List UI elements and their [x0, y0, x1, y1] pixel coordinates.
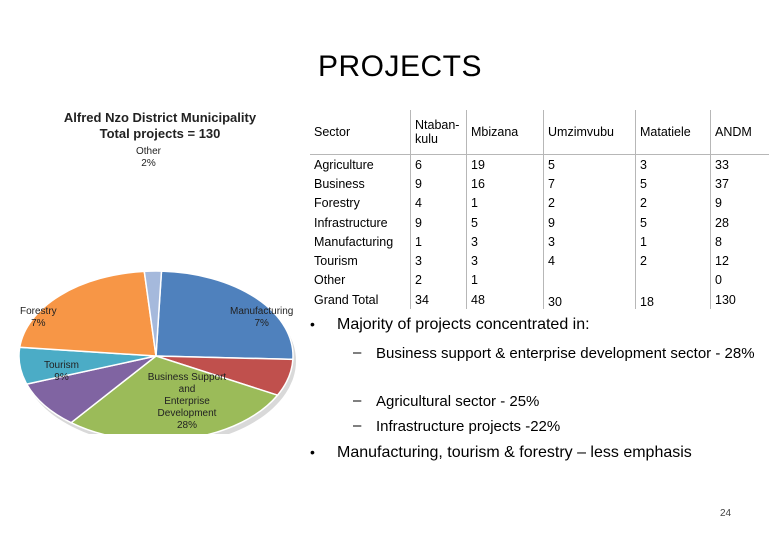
pie-chart-title: Alfred Nzo District Municipality Total p… — [40, 110, 280, 142]
pie-label-other: Other 2% — [136, 146, 162, 169]
table-row: Tourism 3 3 4 2 12 — [310, 251, 769, 271]
table-row: Other 2 1 0 — [310, 270, 769, 291]
dash-glyph: – — [353, 417, 362, 434]
pie-slice-agriculture — [155, 270, 294, 361]
pie-slice-business — [69, 355, 279, 434]
table-cell: 3 — [466, 251, 544, 271]
table-cell: 9 — [710, 193, 769, 213]
pie-title-line1: Alfred Nzo District Municipality — [63, 110, 257, 125]
pie-chart-svg — [18, 270, 296, 434]
sub-bullet-text: Business support & enterprise developmen… — [376, 345, 755, 362]
pie-label-business: Business Support and Enterprise Developm… — [147, 372, 227, 431]
table-cell: 3 — [543, 232, 636, 252]
table-cell: 48 — [466, 290, 544, 310]
sub-bullet-text: Infrastructure projects -22% — [376, 418, 561, 435]
table-cell: 3 — [635, 154, 711, 175]
pie-label-forestry: Forestry 7% — [20, 306, 57, 329]
table-row: Forestry 4 1 2 2 9 — [310, 193, 769, 213]
dash-glyph: – — [353, 392, 362, 409]
table-cell: 0 — [710, 270, 769, 291]
header-ntabankulu: Ntaban-kulu — [410, 110, 467, 155]
table-cell: 130 — [710, 290, 769, 310]
table-cell: 33 — [710, 154, 769, 175]
projects-table: Sector Ntaban-kulu Mbizana Umzimvubu Mat… — [310, 110, 769, 310]
table-header-row: Sector Ntaban-kulu Mbizana Umzimvubu Mat… — [310, 110, 769, 155]
table-cell: 37 — [710, 174, 769, 194]
table-cell: 5 — [635, 212, 711, 233]
table-cell: 12 — [710, 251, 769, 271]
table-cell: 9 — [410, 212, 467, 233]
table-cell: 2 — [543, 193, 636, 213]
table-cell: 5 — [635, 174, 711, 194]
table-cell: 6 — [410, 154, 467, 175]
table-cell: 19 — [466, 154, 544, 175]
pie-slice-other — [143, 270, 163, 357]
table-cell: 4 — [410, 193, 467, 213]
table-cell: 18 — [635, 290, 711, 310]
table-row: Agriculture 6 19 5 3 33 — [310, 154, 769, 175]
pie-chart — [14, 104, 304, 434]
table-cell: 3 — [466, 232, 544, 252]
table-row: Business 9 16 7 5 37 — [310, 174, 769, 194]
table-cell: 5 — [466, 212, 544, 233]
table-cell: 1 — [466, 270, 544, 291]
header-mbizana: Mbizana — [466, 110, 544, 155]
pie-label-agriculture: Agriculture 25% — [212, 222, 260, 245]
table-cell: 7 — [543, 174, 636, 194]
table-cell: Agriculture — [314, 157, 374, 172]
table-cell: 3 — [410, 251, 467, 271]
table-cell: 9 — [410, 174, 467, 194]
table-cell: 2 — [635, 251, 711, 271]
pie-label-tourism: Tourism 9% — [44, 360, 80, 383]
table-cell: Manufacturing — [314, 234, 394, 249]
pie-label-infrastructure: Infrastructure 22% — [44, 234, 103, 257]
table-cell: Infrastructure — [314, 215, 388, 230]
table-cell: 1 — [410, 232, 467, 252]
table-cell: Grand Total — [314, 292, 379, 307]
sub-bullet-text: Agricultural sector - 25% — [376, 393, 540, 410]
table-cell: 2 — [635, 193, 711, 213]
table-cell: 2 — [410, 270, 467, 291]
header-matatiele: Matatiele — [635, 110, 711, 155]
table-cell: 34 — [410, 290, 467, 310]
table-cell: 4 — [543, 251, 636, 271]
table-cell: 30 — [543, 290, 636, 310]
bullet-glyph: • — [310, 316, 315, 332]
header-andm: ANDM — [710, 110, 769, 155]
table-cell: Other — [314, 273, 346, 288]
table-cell: 9 — [543, 212, 636, 233]
table-cell: 1 — [466, 193, 544, 213]
table-cell — [635, 270, 711, 291]
table-cell — [543, 270, 636, 291]
table-row: Infrastructure 9 5 9 5 28 — [310, 212, 769, 233]
slide-title: PROJECTS — [318, 50, 483, 83]
dash-glyph: – — [353, 344, 362, 361]
bullet-glyph: • — [310, 444, 315, 460]
table-cell: 16 — [466, 174, 544, 194]
table-cell: Forestry — [314, 196, 360, 211]
page-number: 24 — [720, 508, 732, 519]
table-cell: Business — [314, 176, 365, 191]
header-umzimvubu: Umzimvubu — [543, 110, 636, 155]
bullet-text: Majority of projects concentrated in: — [337, 316, 590, 333]
table-cell: 28 — [710, 212, 769, 233]
bullet-text: Manufacturing, tourism & forestry – less… — [337, 444, 692, 461]
table-cell: 5 — [543, 154, 636, 175]
header-sector: Sector — [310, 110, 411, 155]
pie-title-line2: Total projects = 130 — [99, 126, 221, 141]
pie-slice-infrastructure — [18, 270, 157, 357]
table-row-total: Grand Total 34 48 30 18 130 — [310, 290, 769, 310]
table-cell: 8 — [710, 232, 769, 252]
pie-label-manufacturing: Manufacturing 7% — [230, 306, 294, 329]
table-cell: 1 — [635, 232, 711, 252]
table-row: Manufacturing 1 3 3 1 8 — [310, 232, 769, 252]
table-cell: Tourism — [314, 254, 358, 269]
